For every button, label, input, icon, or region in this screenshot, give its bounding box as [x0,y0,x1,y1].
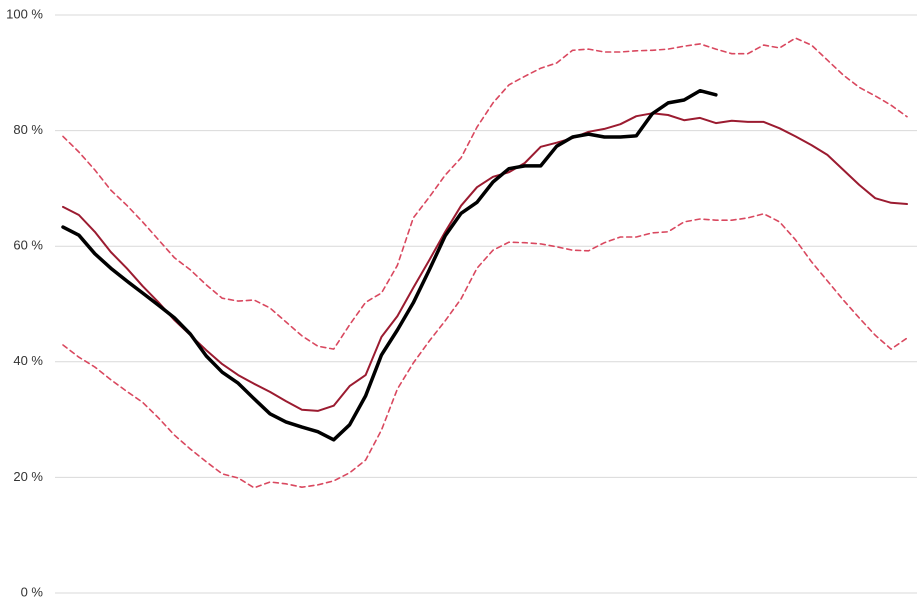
y-tick-label: 100 % [6,6,43,21]
y-tick-label: 60 % [13,238,43,253]
series-line [62,213,908,489]
y-tick-label: 20 % [13,469,43,484]
y-tick-label: 40 % [13,353,43,368]
series-line [62,37,908,350]
series-line [61,88,718,442]
y-tick-label: 0 % [21,584,44,599]
series-line [62,112,908,412]
y-tick-label: 80 % [13,122,43,137]
